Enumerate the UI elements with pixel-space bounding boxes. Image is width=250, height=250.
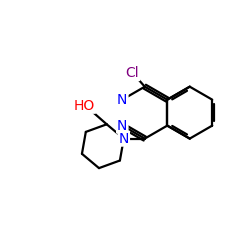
- Text: N: N: [117, 93, 128, 107]
- Text: HO: HO: [74, 99, 95, 113]
- Text: N: N: [118, 132, 129, 145]
- Text: Cl: Cl: [126, 66, 139, 80]
- Text: N: N: [117, 118, 128, 132]
